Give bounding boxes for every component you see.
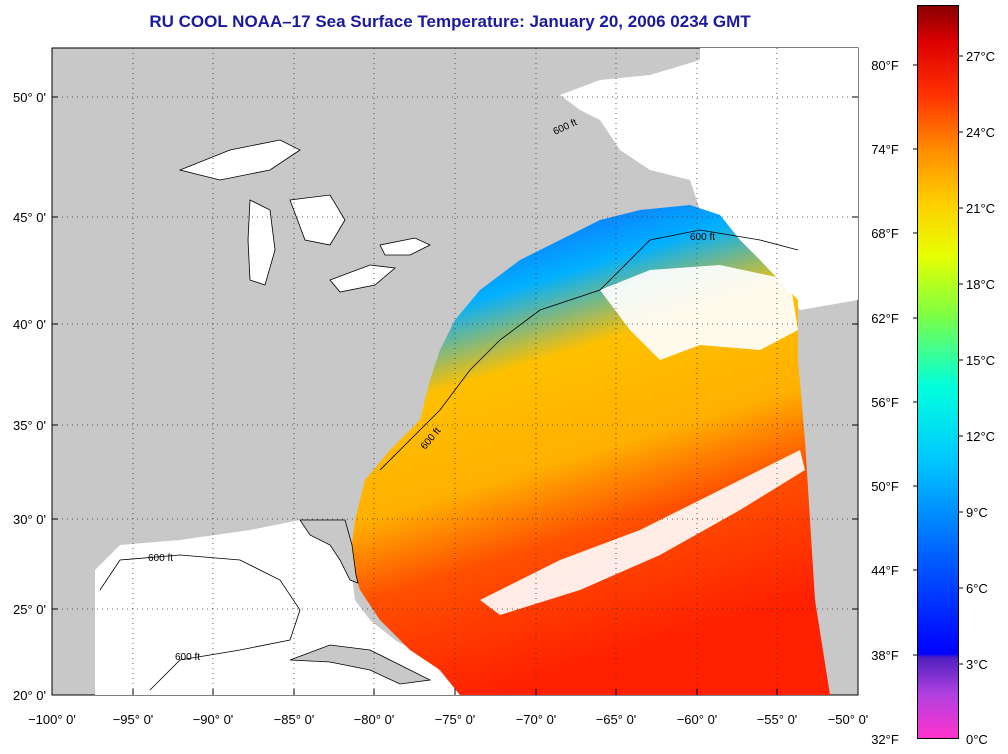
lake-huron	[289, 194, 346, 246]
colorbar-label-c: 21°C	[966, 201, 996, 216]
contour-600ft-east	[379, 229, 799, 471]
colorbar-ramp	[918, 6, 958, 738]
lake-superior	[178, 139, 301, 181]
colorbar-label-f: 62°F	[871, 311, 899, 326]
lat-label: 25° 0'	[13, 602, 46, 617]
colorbar-label-c: 0°C	[966, 732, 988, 747]
cloud-gap-band	[480, 450, 805, 615]
lake-erie	[329, 264, 396, 293]
contour-600ft-gulf	[99, 554, 301, 691]
colorbar-label-c: 9°C	[966, 505, 988, 520]
lon-label: −90° 0'	[192, 712, 234, 727]
lon-label: −60° 0'	[676, 712, 718, 727]
colorbar-label-c: 6°C	[966, 581, 988, 596]
colorbar-label-c: 12°C	[966, 429, 996, 444]
colorbar-border	[917, 5, 959, 739]
colorbar-label-c: 3°C	[966, 657, 988, 672]
lat-label: 35° 0'	[13, 418, 46, 433]
contour-label: 600 ft	[148, 553, 173, 564]
lake-ontario	[379, 237, 431, 256]
lon-label: −80° 0'	[353, 712, 395, 727]
colorbar-label-f: 80°F	[871, 58, 899, 73]
colorbar-label-c: 24°C	[966, 125, 996, 140]
lon-label: −85° 0'	[273, 712, 315, 727]
colorbar-label-f: 32°F	[871, 732, 899, 747]
lon-label: −75° 0'	[434, 712, 476, 727]
lon-label: −65° 0'	[595, 712, 637, 727]
colorbar-label-c: 15°C	[966, 353, 996, 368]
lon-label: −55° 0'	[756, 712, 798, 727]
contour-label: 600 ft	[175, 652, 200, 663]
ocean-northeast	[560, 48, 858, 310]
lat-label: 30° 0'	[13, 512, 46, 527]
lake-michigan	[247, 199, 276, 286]
lat-label: 20° 0'	[13, 688, 46, 703]
colorbar-label-f: 74°F	[871, 142, 899, 157]
florida-land	[299, 519, 359, 584]
lon-label: −70° 0'	[515, 712, 557, 727]
colorbar-label-c: 18°C	[966, 277, 996, 292]
colorbar-label-f: 44°F	[871, 563, 899, 578]
colorbar-label-c: 27°C	[966, 49, 996, 64]
lon-label: −50° 0'	[827, 712, 869, 727]
lon-label: −95° 0'	[112, 712, 154, 727]
axis-ticks	[52, 96, 858, 695]
lat-label: 45° 0'	[13, 210, 46, 225]
cloud-gap-north	[600, 265, 798, 360]
colorbar-label-f: 38°F	[871, 648, 899, 663]
contour-label: 600 ft	[690, 232, 715, 243]
lon-label: −100° 0'	[28, 712, 76, 727]
cuba-land	[289, 644, 432, 685]
colorbar-label-f: 68°F	[871, 226, 899, 241]
colorbar-label-f: 56°F	[871, 395, 899, 410]
lat-label: 50° 0'	[13, 90, 46, 105]
map-title: RU COOL NOAA–17 Sea Surface Temperature:…	[149, 12, 751, 31]
lat-label: 40° 0'	[13, 317, 46, 332]
colorbar-label-f: 50°F	[871, 479, 899, 494]
